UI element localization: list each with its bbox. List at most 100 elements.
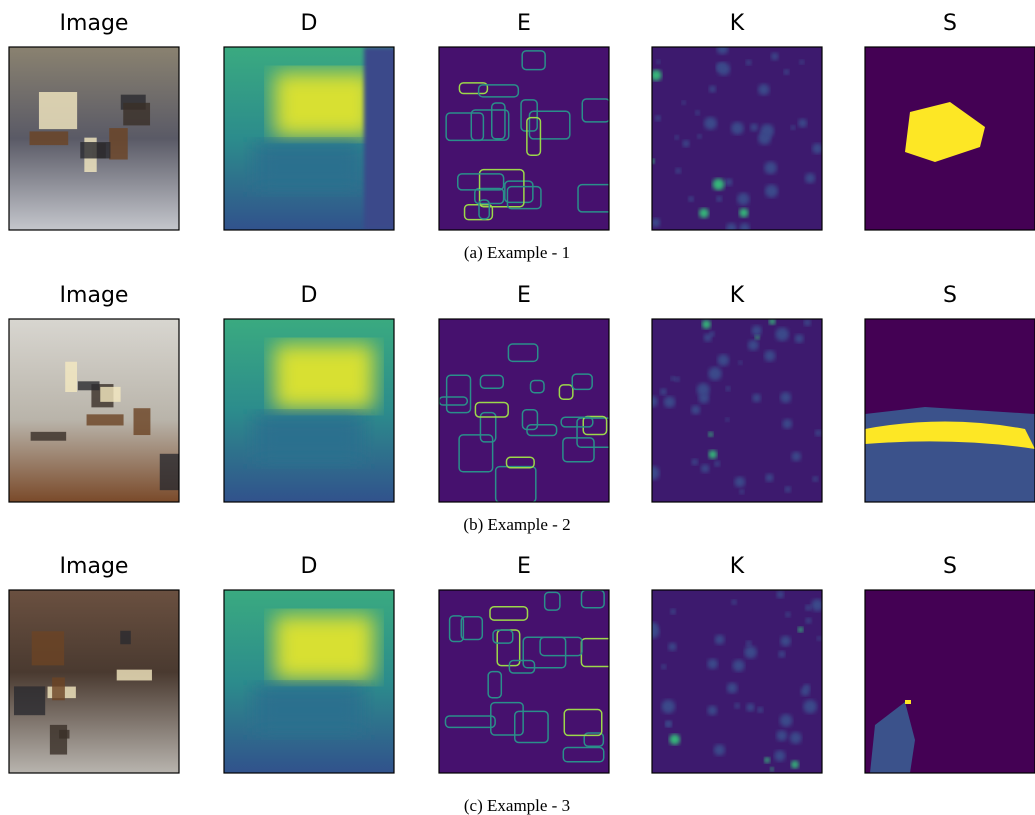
keypoint [652, 218, 661, 228]
keypoint [726, 682, 738, 694]
edge [474, 401, 509, 418]
panel-frame [223, 318, 395, 503]
keypoint [764, 757, 770, 763]
edge [514, 710, 549, 744]
keypoint [785, 611, 791, 618]
keypoint [669, 734, 681, 745]
edge [577, 183, 609, 213]
panel [9, 319, 179, 502]
edge [507, 343, 539, 363]
panel-frame [223, 46, 395, 231]
photo-detail [120, 630, 131, 645]
photo-detail [13, 686, 46, 716]
keypoint [682, 139, 690, 148]
keypoint [725, 386, 731, 392]
keypoint [670, 376, 676, 381]
photo-detail [65, 361, 78, 392]
photo-detail [77, 381, 100, 391]
keypoint [800, 686, 810, 696]
segment [870, 702, 915, 773]
keypoint [716, 196, 723, 202]
keypoint [701, 319, 711, 329]
keypoint [770, 52, 779, 61]
keypoint [794, 334, 804, 344]
edge [478, 168, 525, 208]
photo-detail [100, 386, 121, 402]
edge [444, 715, 496, 729]
keypoint [704, 116, 717, 130]
keypoint [803, 699, 817, 714]
keypoint [655, 115, 661, 122]
keypoint [765, 473, 774, 482]
keypoint [708, 450, 718, 459]
panel [865, 319, 1035, 502]
segment [865, 407, 1035, 502]
keypoints [652, 319, 822, 502]
panel [439, 590, 609, 773]
edge [582, 415, 608, 436]
keypoint [780, 635, 791, 647]
segment [865, 421, 1035, 449]
edge [506, 185, 542, 210]
panel-frame [864, 589, 1035, 774]
keypoint [764, 184, 779, 198]
depth-near [254, 414, 364, 464]
keypoint [712, 178, 725, 191]
photo-detail [123, 102, 151, 126]
keypoint [698, 208, 709, 219]
keypoint [714, 460, 721, 467]
panel [865, 47, 1035, 230]
keypoints [652, 47, 822, 230]
edge [571, 373, 593, 391]
keypoint [681, 100, 686, 105]
edge [458, 434, 494, 473]
panel-frame [864, 46, 1035, 231]
keypoint [714, 634, 725, 645]
keypoint [815, 429, 822, 437]
keypoint [803, 319, 811, 327]
panel-title: E [517, 554, 531, 579]
keypoint [783, 69, 790, 75]
edge [505, 456, 535, 469]
keypoint [739, 222, 750, 230]
keypoint [750, 123, 758, 132]
panel [439, 47, 609, 230]
panel-title: Image [60, 11, 129, 36]
keypoint [751, 325, 762, 336]
keypoint [776, 590, 784, 599]
keypoint [805, 604, 812, 611]
edge [494, 465, 537, 502]
photo [9, 590, 179, 773]
keypoint [695, 110, 700, 116]
panel [224, 47, 394, 230]
keypoint [757, 706, 764, 713]
keypoint [696, 383, 710, 397]
keypoint [674, 376, 680, 382]
keypoint [716, 47, 729, 55]
edge [490, 701, 524, 736]
keypoint [747, 339, 759, 351]
edge [487, 670, 503, 699]
keypoint [775, 327, 790, 342]
edge [491, 102, 506, 140]
keypoint [697, 134, 702, 139]
caption: (a) Example - 1 [464, 243, 570, 262]
panel-title: D [301, 283, 318, 308]
keypoint [708, 85, 716, 93]
keypoint [652, 624, 660, 639]
keypoint [730, 121, 744, 135]
keypoint [703, 333, 712, 342]
edge [581, 98, 609, 123]
edge [470, 109, 510, 141]
edge [528, 110, 571, 140]
panel-frame [651, 318, 823, 503]
photo-detail [38, 92, 78, 130]
edge [522, 636, 567, 669]
edge [526, 116, 542, 157]
keypoint [780, 391, 792, 403]
keypoint [713, 744, 726, 756]
keypoint [717, 354, 730, 367]
keypoint [675, 168, 682, 174]
panel-title: D [301, 11, 318, 36]
